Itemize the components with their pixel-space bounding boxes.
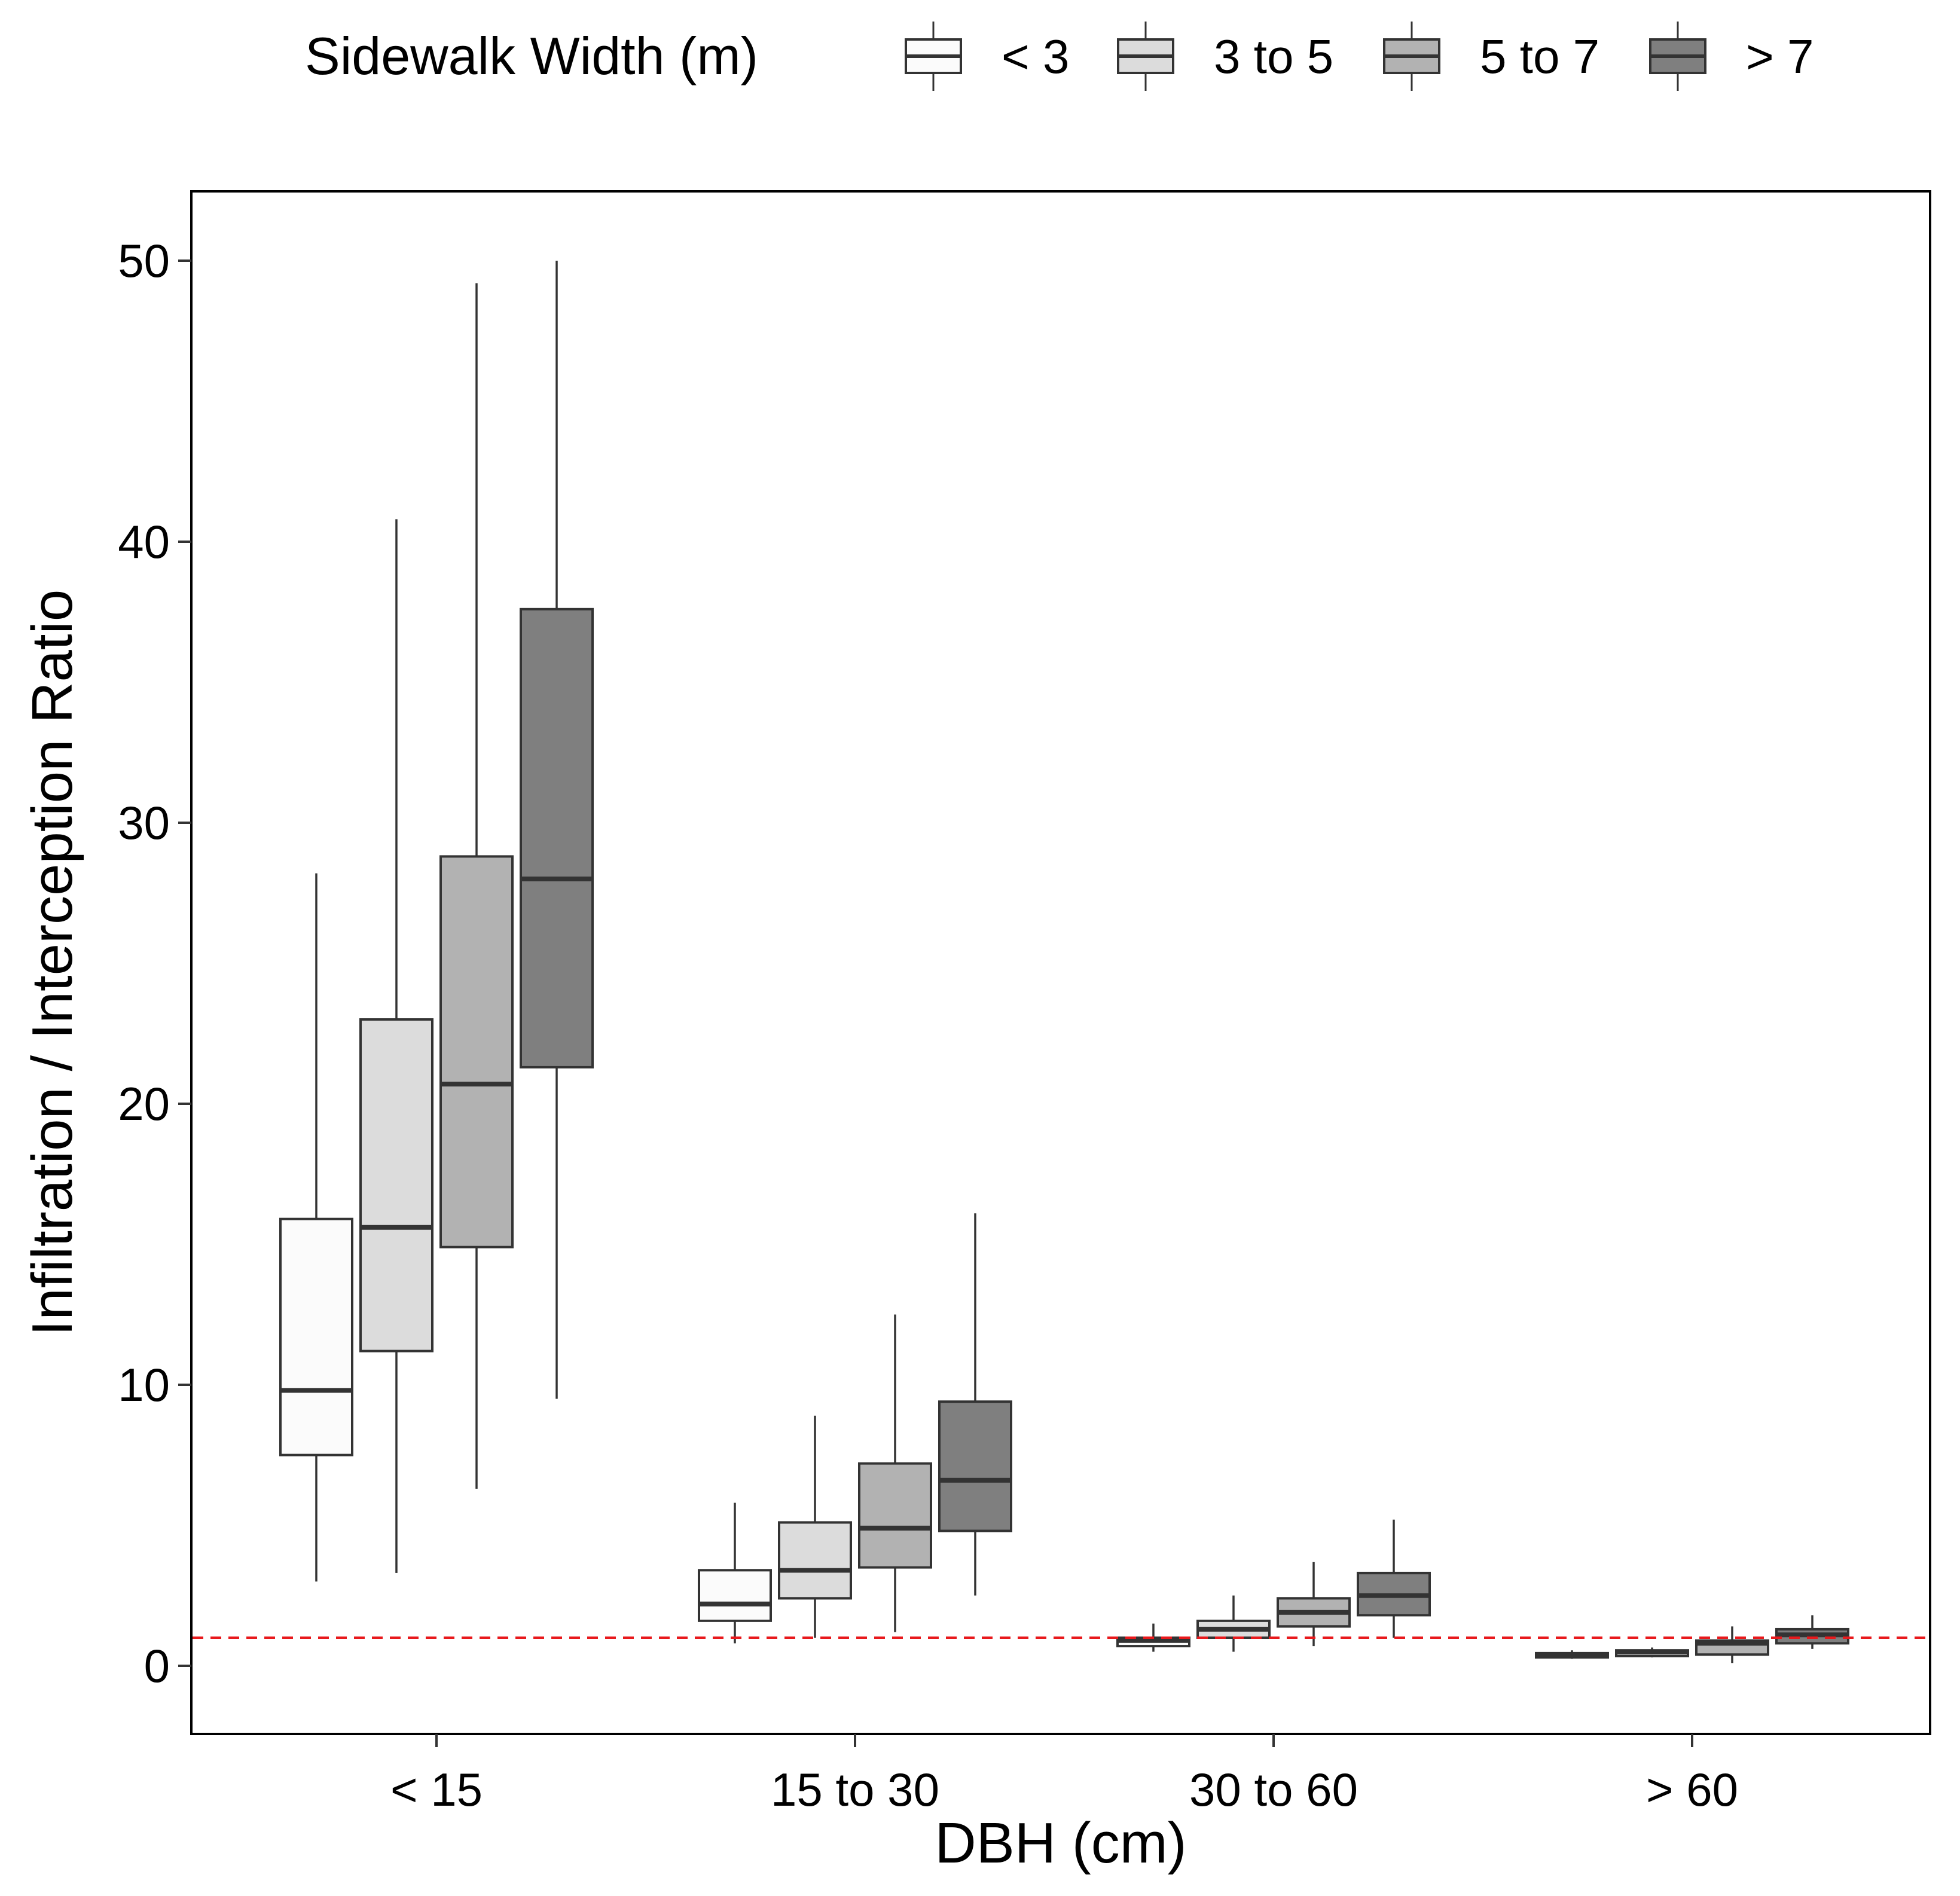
- x-tick-label: > 60: [1646, 1763, 1738, 1816]
- box-3-to-5-1: [778, 1415, 852, 1638]
- box-5-to-7-3: [1695, 1626, 1769, 1663]
- box-7-2: [1357, 1519, 1431, 1638]
- legend-item: < 3: [905, 22, 1069, 91]
- box-iqr: [938, 1400, 1012, 1532]
- x-axis: < 15 15 to 30 30 to 60 > 60: [390, 1734, 1738, 1816]
- legend-item: > 7: [1649, 22, 1814, 91]
- box-3-to-5-3: [1615, 1647, 1689, 1657]
- plot-area: 0 10 20 30 40 50 < 15 15 to 30 30 to 60 > 60: [118, 190, 1931, 1816]
- y-tick-label: 10: [118, 1358, 170, 1411]
- box-iqr: [359, 1018, 433, 1352]
- y-tick-label: 50: [118, 234, 170, 287]
- legend-label: < 3: [1002, 30, 1069, 83]
- y-axis: 0 10 20 30 40 50: [118, 234, 191, 1692]
- box-iqr: [698, 1569, 772, 1622]
- box-5-to-7-0: [439, 283, 514, 1489]
- y-tick-label: 0: [144, 1639, 170, 1692]
- plot-frame: [190, 190, 1931, 1735]
- box-iqr: [279, 1217, 353, 1457]
- x-tick-label: 15 to 30: [771, 1763, 939, 1816]
- box-5-to-7-2: [1277, 1562, 1351, 1647]
- legend-title: Sidewalk Width (m): [305, 26, 758, 86]
- legend-label: 3 to 5: [1214, 30, 1333, 83]
- legend-item: 5 to 7: [1383, 22, 1599, 91]
- box-5-to-7-1: [858, 1314, 932, 1632]
- box-3-0: [279, 873, 353, 1581]
- box-7-1: [938, 1213, 1012, 1596]
- y-axis-title: Infiltration / Interception Ratio: [20, 590, 84, 1336]
- box-3-to-5-0: [359, 519, 433, 1573]
- box-7-0: [520, 261, 594, 1399]
- box-3-3: [1535, 1650, 1609, 1659]
- y-tick-label: 40: [118, 515, 170, 568]
- box-iqr: [520, 607, 594, 1068]
- x-tick-label: 30 to 60: [1189, 1763, 1358, 1816]
- legend-label: > 7: [1746, 30, 1814, 83]
- box-7-3: [1775, 1615, 1849, 1649]
- legend-label: 5 to 7: [1480, 30, 1599, 83]
- box-iqr: [778, 1521, 852, 1600]
- legend-item: 3 to 5: [1117, 22, 1333, 91]
- y-tick-label: 20: [118, 1077, 170, 1130]
- legend: Sidewalk Width (m) < 3 3 to 5 5 to 7 > 7: [305, 22, 1814, 91]
- x-axis-title: DBH (cm): [935, 1811, 1186, 1875]
- box-iqr: [858, 1462, 932, 1569]
- x-tick-label: < 15: [390, 1763, 483, 1816]
- y-tick-label: 30: [118, 796, 170, 849]
- box-3-1: [698, 1503, 772, 1644]
- box-iqr: [439, 855, 514, 1248]
